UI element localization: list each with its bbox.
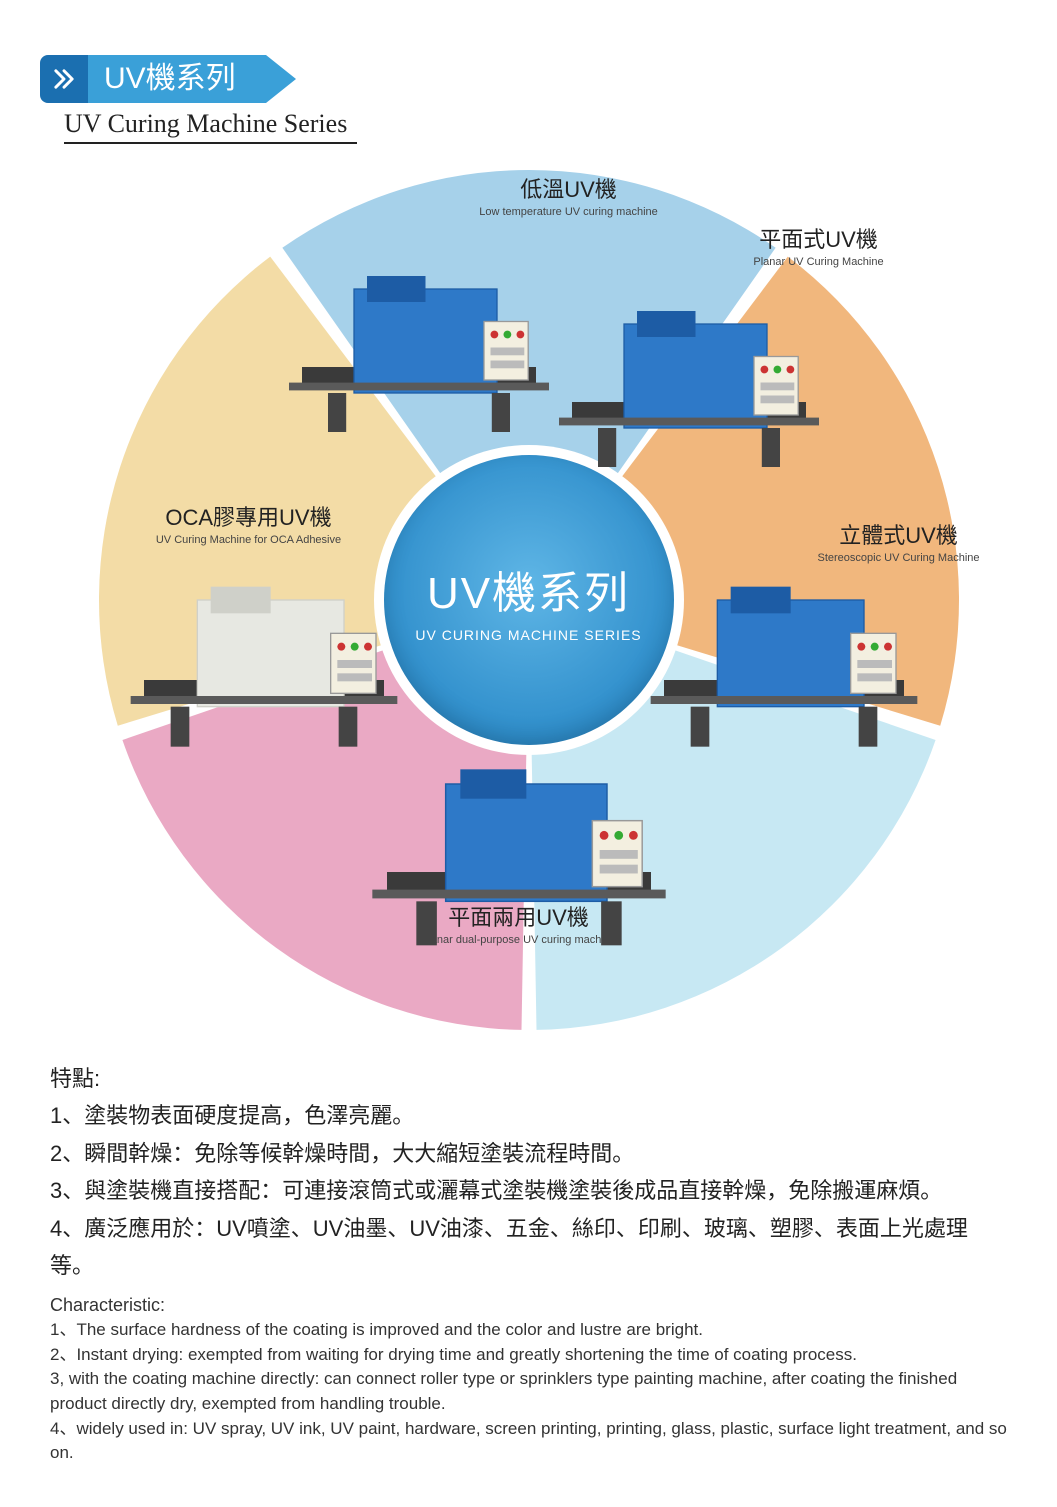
double-chevron-icon — [40, 55, 88, 103]
features-en-heading: Characteristic: — [50, 1292, 1007, 1318]
features-en-line: 2、Instant drying: exempted from waiting … — [50, 1343, 1007, 1368]
machine-planar — [559, 285, 819, 480]
features-en-lines: 1、The surface hardness of the coating is… — [50, 1318, 1007, 1466]
machine-stereo — [644, 560, 924, 760]
machine-oca — [129, 560, 399, 760]
title-en: UV Curing Machine Series — [64, 109, 357, 144]
machine-dual — [359, 740, 679, 960]
machine-low_temp — [289, 250, 549, 445]
features-en: Characteristic: 1、The surface hardness o… — [50, 1292, 1007, 1466]
features-en-line: 3, with the coating machine directly: ca… — [50, 1367, 1007, 1416]
title-cn: UV機系列 — [88, 55, 266, 103]
center-title-en: UV CURING MACHINE SERIES — [415, 627, 641, 643]
pie-center: UV機系列 UV CURING MACHINE SERIES — [384, 455, 674, 745]
ribbon-tail — [266, 55, 296, 103]
title-ribbon: UV機系列 — [40, 55, 357, 103]
features-cn: 特點: 1、塗裝物表面硬度提高，色澤亮麗。2、瞬間幹燥：免除等候幹燥時間，大大縮… — [50, 1060, 1007, 1284]
center-title-cn: UV機系列 — [427, 557, 630, 621]
features-cn-heading: 特點: — [50, 1060, 1007, 1097]
features-cn-lines: 1、塗裝物表面硬度提高，色澤亮麗。2、瞬間幹燥：免除等候幹燥時間，大大縮短塗裝流… — [50, 1097, 1007, 1284]
features-cn-line: 1、塗裝物表面硬度提高，色澤亮麗。 — [50, 1097, 1007, 1134]
features-en-line: 4、widely used in: UV spray, UV ink, UV p… — [50, 1417, 1007, 1466]
features-cn-line: 4、廣泛應用於：UV噴塗、UV油墨、UV油漆、五金、絲印、印刷、玻璃、塑膠、表面… — [50, 1210, 1007, 1285]
features-cn-line: 3、與塗裝機直接搭配：可連接滾筒式或灑幕式塗裝機塗裝後成品直接幹燥，免除搬運麻煩… — [50, 1172, 1007, 1209]
features-cn-line: 2、瞬間幹燥：免除等候幹燥時間，大大縮短塗裝流程時間。 — [50, 1135, 1007, 1172]
series-pie: UV機系列 UV CURING MACHINE SERIES 低溫UV機Low … — [89, 160, 969, 1040]
page-header: UV機系列 UV Curing Machine Series — [40, 55, 357, 144]
features-en-line: 1、The surface hardness of the coating is… — [50, 1318, 1007, 1343]
